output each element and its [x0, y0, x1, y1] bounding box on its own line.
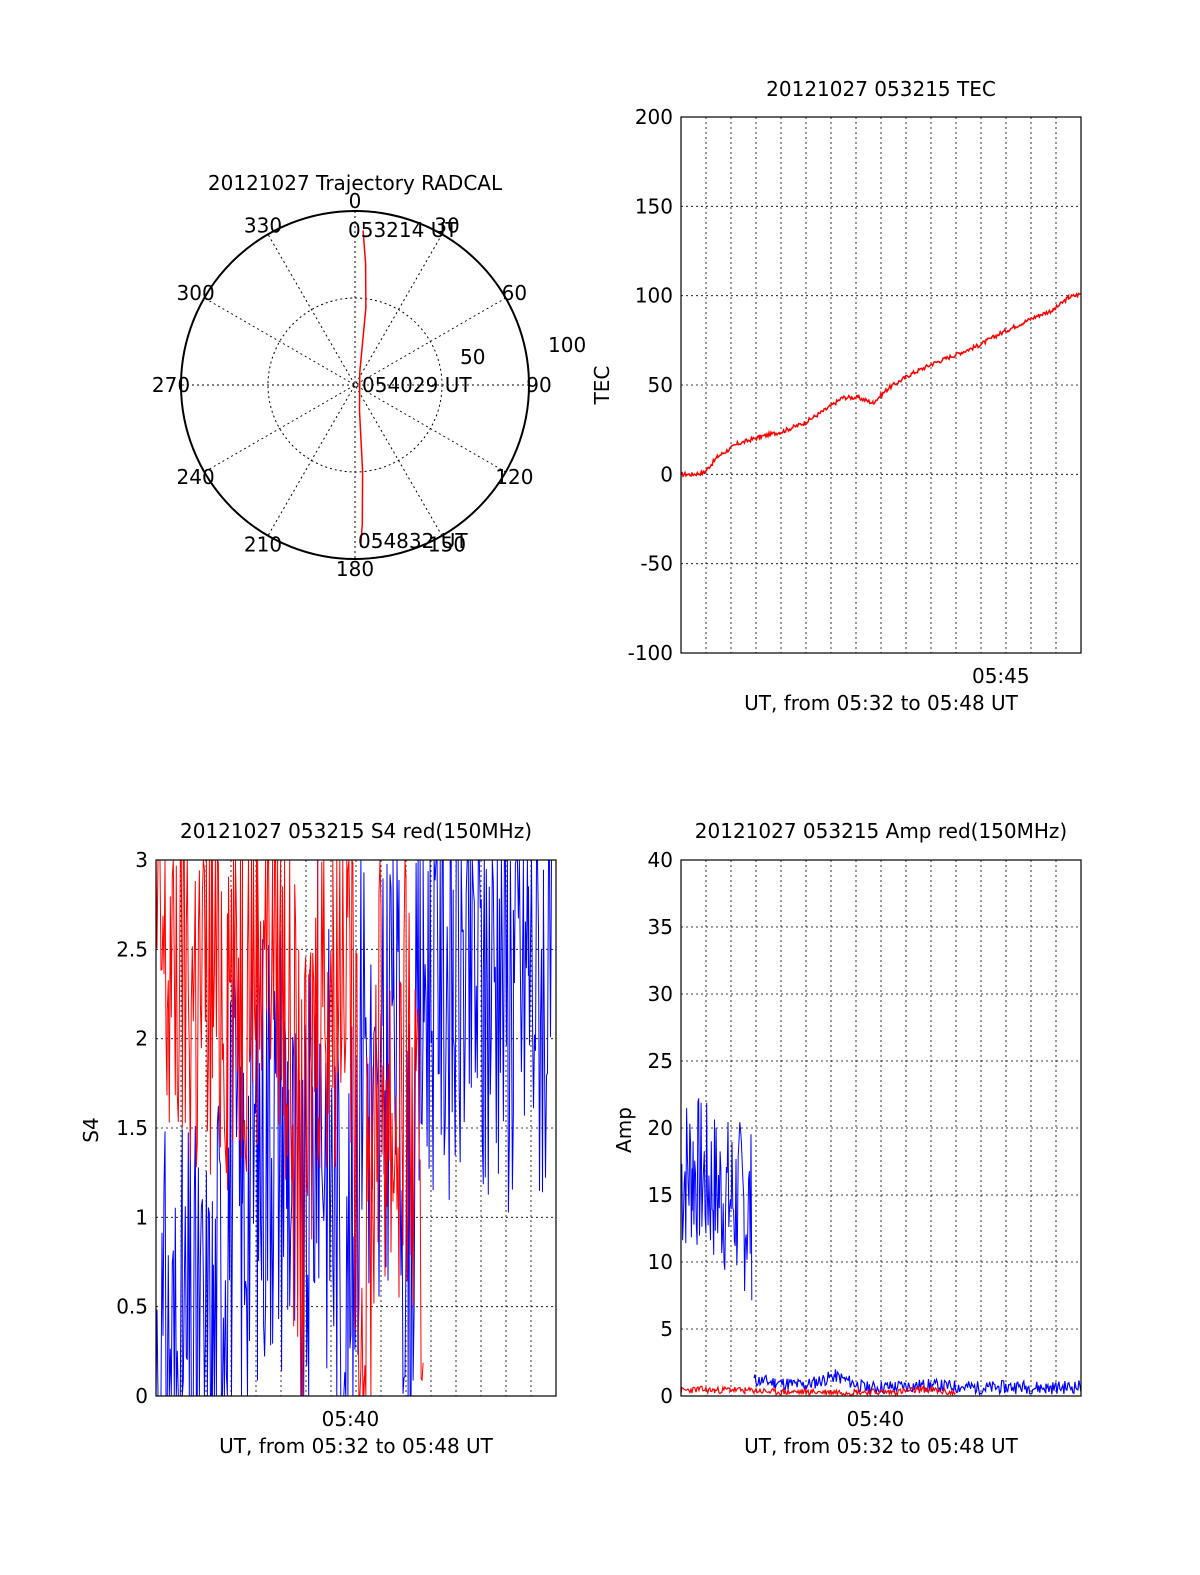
- polar-grid: [181, 211, 529, 559]
- polar-azimuth-label: 60: [502, 281, 527, 305]
- polar-azimuth-label: 120: [495, 465, 533, 489]
- s4-y-tick-label: 1: [135, 1205, 148, 1229]
- amp-series-line: [753, 1369, 1082, 1396]
- amp-grid: [681, 859, 1081, 1397]
- polar-radial-label-100: 100: [548, 333, 586, 357]
- polar-azimuth-label: 300: [177, 281, 215, 305]
- tec-xlabel: UT, from 05:32 to 05:48 UT: [744, 691, 1019, 715]
- polar-azimuth-label: 30: [434, 214, 459, 238]
- s4-y-tick-labels: 0 0.5 1 1.5 2 2.5 3: [116, 848, 148, 1408]
- tec-plot-frame: [680, 116, 1082, 654]
- amp-xlabel: UT, from 05:32 to 05:48 UT: [744, 1434, 1019, 1458]
- polar-radial-label-50: 50: [460, 345, 485, 369]
- polar-azimuth-label: 150: [428, 532, 466, 556]
- polar-outer-circle: [180, 210, 530, 560]
- tec-y-tick-label: 0: [660, 462, 673, 486]
- tec-panel: 20121027 053215 TEC -100-50050100150200 …: [590, 77, 1082, 715]
- s4-title: 20121027 053215 S4 red(150MHz): [180, 819, 532, 843]
- s4-y-tick-label: 2.5: [116, 937, 148, 961]
- tec-ylabel: TEC: [590, 366, 614, 406]
- polar-azimuth-label: 270: [152, 373, 190, 397]
- amp-y-tick-label: 5: [660, 1317, 673, 1341]
- s4-plot-frame: [155, 859, 557, 1397]
- tec-y-tick-labels: -100 -50 0 50 100 150 200: [628, 105, 673, 665]
- amp-y-tick-label: 10: [648, 1250, 673, 1274]
- polar-azimuth-label: 210: [244, 532, 282, 556]
- tec-series-line: [680, 292, 1081, 478]
- amp-y-tick-label: 30: [648, 982, 673, 1006]
- tec-x-tick-labels: 05:45: [972, 664, 1030, 688]
- s4-y-tick-label: 1.5: [116, 1116, 148, 1140]
- trajectory-annotation-mid: 054029 UT: [362, 373, 472, 397]
- s4-y-tick-label: 0: [135, 1384, 148, 1408]
- trajectory-annotation-end: 054832 UT: [358, 529, 468, 553]
- amp-series-marks: [680, 1098, 1082, 1398]
- s4-panel: 20121027 053215 S4 red(150MHz) 0 0.5 1 1.5 2…: [79, 819, 557, 1458]
- tec-y-tick-label: 50: [648, 373, 673, 397]
- polar-azimuth-label: 240: [177, 465, 215, 489]
- amp-x-tick-label: 05:40: [847, 1407, 905, 1431]
- amp-y-tick-label: 20: [648, 1116, 673, 1140]
- tec-y-tick-label: -100: [628, 641, 673, 665]
- tec-y-tick-label: -50: [640, 552, 673, 576]
- polar-grid-spoke: [267, 234, 443, 536]
- tec-y-tick-label: 200: [635, 105, 673, 129]
- polar-azimuth-labels: 0 30 60 90 120 150 180 210 240 270 300 330: [152, 189, 552, 581]
- amp-plot-frame: [680, 859, 1082, 1397]
- amp-series-band: [680, 1098, 753, 1301]
- tec-y-tick-label: 150: [635, 194, 673, 218]
- amp-y-tick-label: 35: [648, 915, 673, 939]
- amp-y-tick-label: 25: [648, 1049, 673, 1073]
- s4-y-tick-label: 2: [135, 1027, 148, 1051]
- amp-y-tick-label: 15: [648, 1183, 673, 1207]
- s4-series-line: [155, 859, 424, 1397]
- polar-azimuth-label: 90: [526, 373, 551, 397]
- polar-grid-spoke: [267, 234, 443, 536]
- s4-x-tick-labels: 05:40: [322, 1407, 380, 1431]
- s4-series-line: [155, 859, 556, 1397]
- s4-y-tick-label: 0.5: [116, 1295, 148, 1319]
- tec-grid: [681, 116, 1081, 654]
- amp-title: 20121027 053215 Amp red(150MHz): [695, 819, 1067, 843]
- trajectory-trace: [358, 230, 367, 547]
- amp-y-tick-label: 40: [648, 848, 673, 872]
- amp-panel: 20121027 053215 Amp red(150MHz) 0 5 10 15 20…: [612, 819, 1082, 1458]
- trajectory-panel: 20121027 Trajectory RADCAL 0 30 60 90 120 150…: [152, 171, 586, 581]
- s4-x-tick-label: 05:40: [322, 1407, 380, 1431]
- amp-ylabel: Amp: [612, 1107, 636, 1153]
- amp-y-tick-labels: 0 5 10 15 20 25 30 35 40: [648, 848, 673, 1408]
- polar-azimuth-label: 330: [244, 214, 282, 238]
- amp-y-tick-label: 0: [660, 1384, 673, 1408]
- s4-ylabel: S4: [79, 1117, 103, 1142]
- polar-azimuth-label: 180: [336, 557, 374, 581]
- trajectory-annotation-start: 053214 UT: [348, 218, 458, 242]
- trajectory-title: 20121027 Trajectory RADCAL: [208, 171, 503, 195]
- amp-series-line: [680, 1384, 956, 1398]
- tec-x-tick-label: 05:45: [972, 664, 1030, 688]
- tec-y-tick-label: 100: [635, 284, 673, 308]
- polar-azimuth-label: 0: [349, 189, 362, 213]
- s4-y-tick-label: 3: [135, 848, 148, 872]
- tec-title: 20121027 053215 TEC: [766, 77, 996, 101]
- amp-x-tick-labels: 05:40: [847, 1407, 905, 1431]
- s4-series-marks: [155, 859, 556, 1397]
- s4-xlabel: UT, from 05:32 to 05:48 UT: [219, 1434, 494, 1458]
